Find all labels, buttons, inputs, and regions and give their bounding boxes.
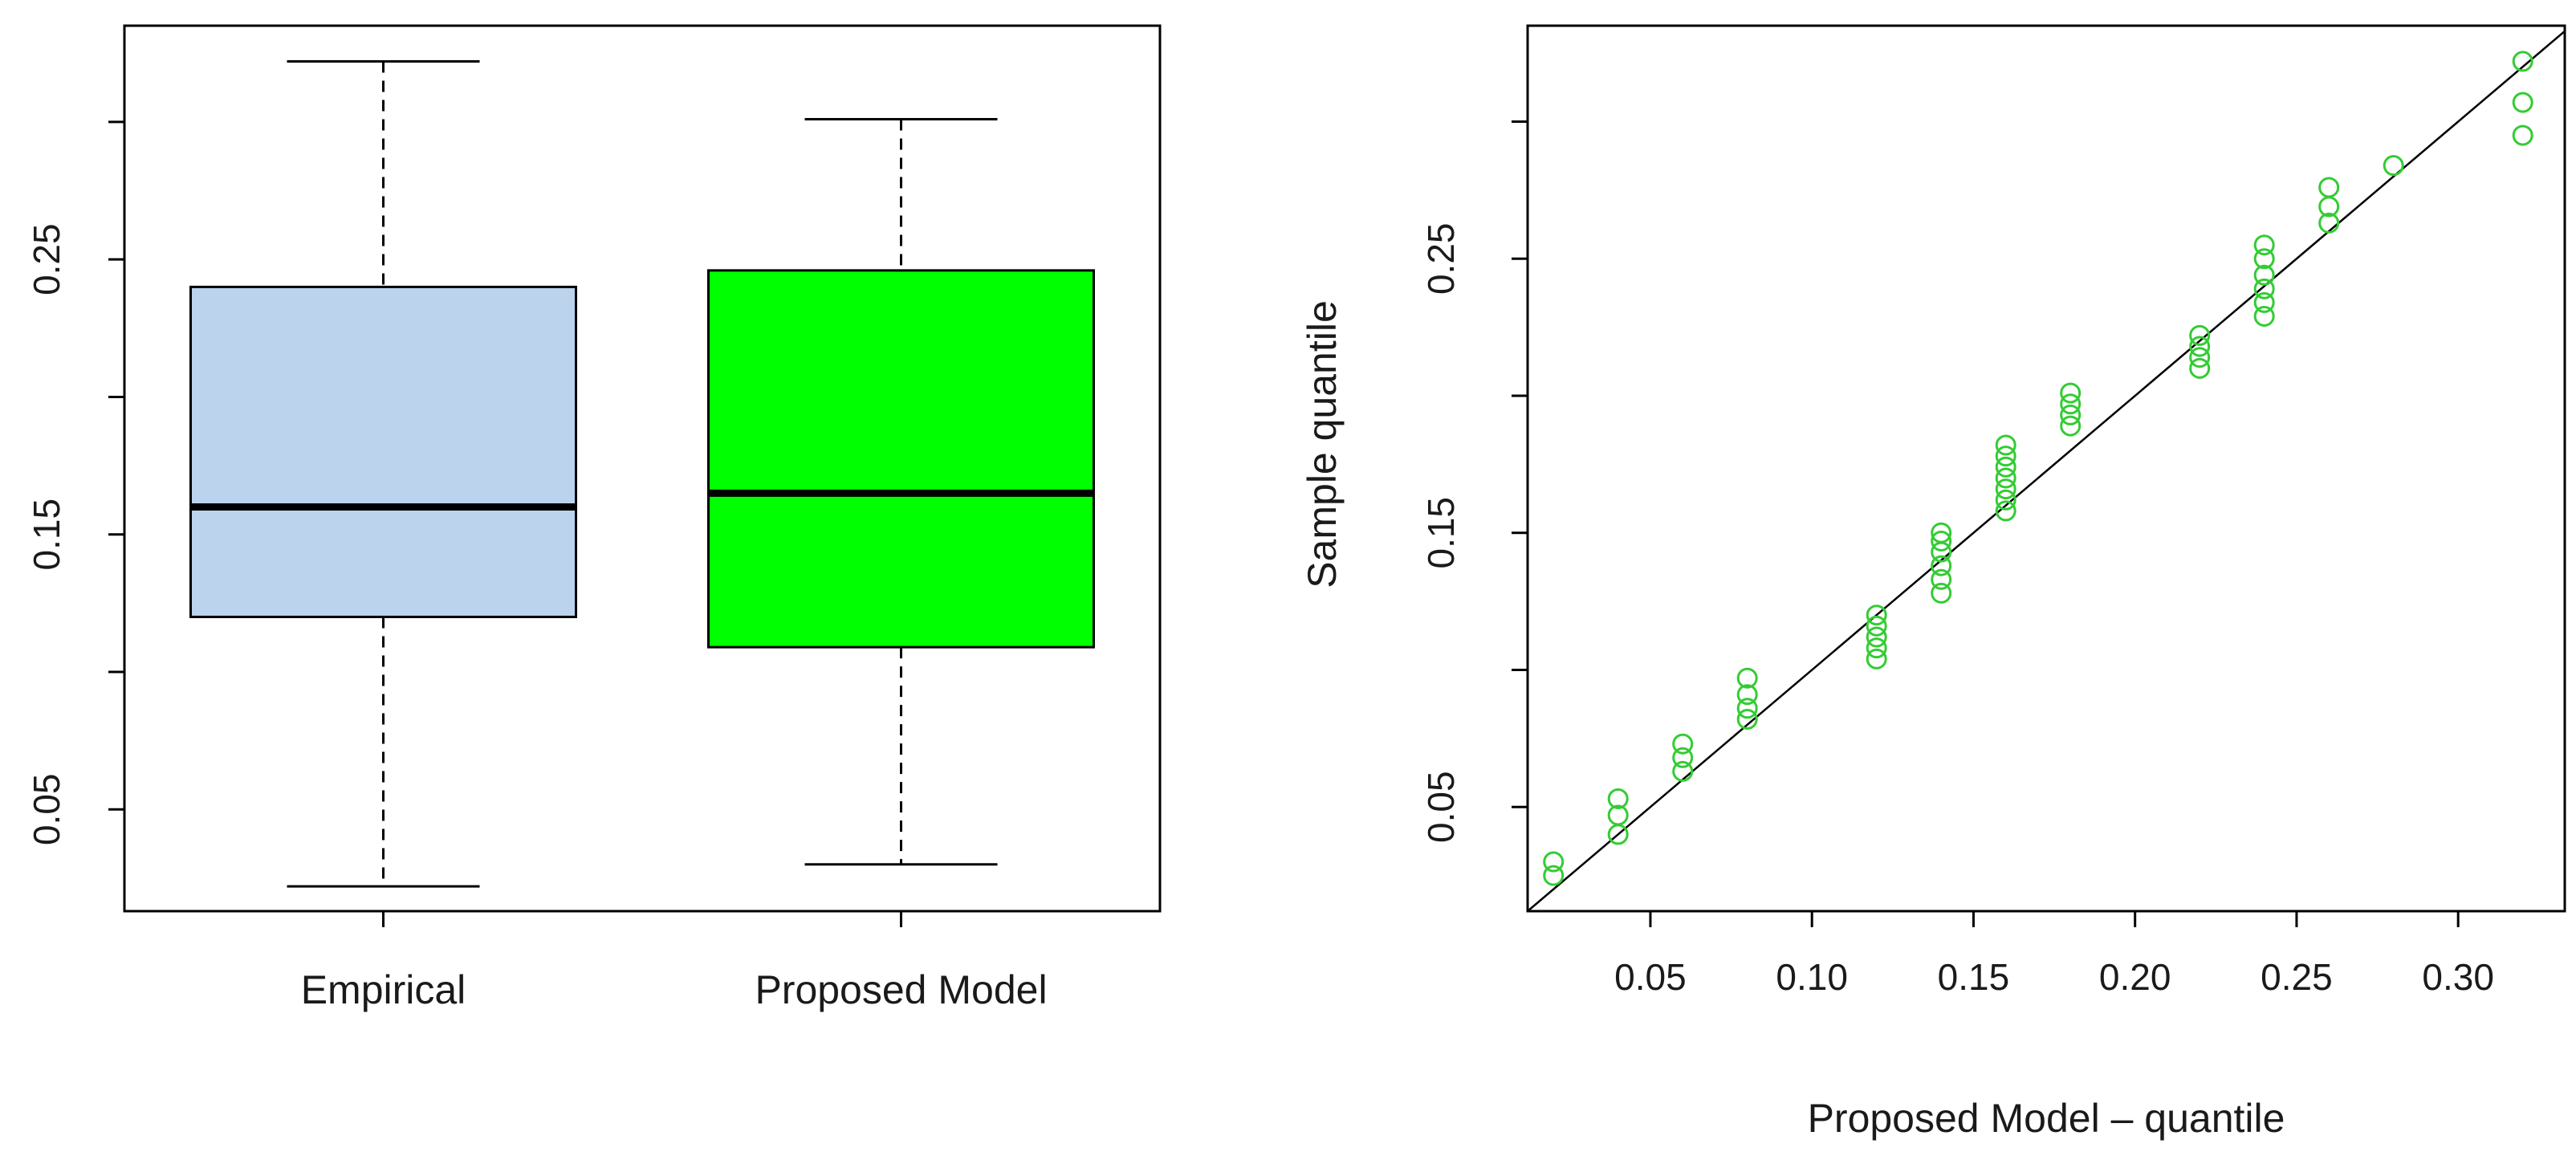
category-label: Proposed Model xyxy=(755,967,1047,1012)
box-proposed-model xyxy=(707,269,1095,649)
boxplot-whiskers xyxy=(287,60,998,888)
qq-point xyxy=(2189,357,2211,379)
qq-point xyxy=(2189,324,2211,346)
boxplot-plot-frame xyxy=(123,24,1162,913)
qq-reference-line xyxy=(1528,30,2565,911)
qq-point xyxy=(1995,446,2016,467)
qq-point xyxy=(1672,760,1694,782)
qq-point xyxy=(1543,851,1565,873)
x-tick-label: 0.25 xyxy=(2261,956,2333,998)
qq-point xyxy=(2253,305,2275,327)
qq-point xyxy=(2318,212,2340,234)
qq-point xyxy=(1543,865,1565,886)
qq-point xyxy=(2060,415,2082,437)
y-tick-label: 0.25 xyxy=(26,223,67,295)
qq-point xyxy=(1995,456,2016,478)
qq-point xyxy=(1866,626,1887,648)
boxplot-x-axis: Empirical Proposed Model xyxy=(301,911,1048,1012)
y-tick-label: 0.15 xyxy=(26,499,67,571)
qq-point xyxy=(2512,51,2533,72)
qq-point xyxy=(2318,177,2340,198)
qq-point xyxy=(2253,278,2275,299)
qq-point xyxy=(1736,684,1758,706)
qq-point xyxy=(1736,667,1758,689)
qq-plot-frame xyxy=(1526,24,2566,913)
qq-point xyxy=(1995,489,2016,511)
qq-point xyxy=(1995,478,2016,500)
qq-point xyxy=(1931,555,1952,576)
qq-point xyxy=(2060,393,2082,415)
y-tick-label: 0.15 xyxy=(1420,497,1462,569)
qq-x-axis: 0.05 0.10 0.15 0.20 0.25 0.30 xyxy=(1614,911,2494,998)
qq-point xyxy=(2060,382,2082,404)
boxplot-panel: 0.05 0.15 0.25 Empirical Proposed Model xyxy=(26,24,1162,1012)
qq-point xyxy=(2253,264,2275,286)
qq-point xyxy=(2189,347,2211,368)
qq-point xyxy=(2512,92,2533,113)
qq-point xyxy=(1736,698,1758,719)
qq-point xyxy=(1995,434,2016,456)
qq-point xyxy=(2383,155,2404,177)
qq-point xyxy=(1866,637,1887,659)
qq-point xyxy=(1672,747,1694,768)
qq-plot-panel: 0.05 0.15 0.25 0.05 0.10 0.15 0.20 0.25 0.30 Pr… xyxy=(1300,24,2566,1141)
qq-point xyxy=(2253,248,2275,270)
qq-point xyxy=(2253,291,2275,313)
qq-point xyxy=(1931,522,1952,543)
qq-point xyxy=(1866,604,1887,626)
qq-point xyxy=(1866,648,1887,670)
qq-point xyxy=(1931,568,1952,590)
box-empirical xyxy=(189,285,577,618)
qq-point xyxy=(1995,500,2016,522)
qq-point xyxy=(1995,467,2016,489)
qq-reference-line-group xyxy=(1528,30,2565,911)
qq-y-axis: 0.05 0.15 0.25 xyxy=(1420,120,1528,843)
qq-point xyxy=(1931,530,1952,552)
qq-point xyxy=(1866,615,1887,637)
y-tick-label: 0.05 xyxy=(26,773,67,845)
qq-point xyxy=(1607,788,1629,809)
qq-point xyxy=(1672,733,1694,755)
y-axis-title: Sample quantile xyxy=(1300,300,1345,588)
qq-point xyxy=(1931,582,1952,604)
qq-point xyxy=(2060,404,2082,425)
y-tick-label: 0.25 xyxy=(1420,222,1462,295)
qq-point xyxy=(2512,124,2533,146)
category-label: Empirical xyxy=(301,967,466,1012)
x-tick-label: 0.30 xyxy=(2422,956,2494,998)
boxplot-y-axis: 0.05 0.15 0.25 xyxy=(26,120,124,845)
y-tick-label: 0.05 xyxy=(1420,771,1462,843)
x-tick-label: 0.20 xyxy=(2099,956,2171,998)
qq-point xyxy=(1607,804,1629,826)
x-tick-label: 0.15 xyxy=(1938,956,2010,998)
qq-point xyxy=(1736,708,1758,730)
x-tick-label: 0.05 xyxy=(1614,956,1687,998)
qq-point xyxy=(2253,234,2275,256)
qq-point xyxy=(2189,336,2211,357)
x-tick-label: 0.10 xyxy=(1776,956,1848,998)
qq-points xyxy=(1543,51,2533,886)
x-axis-title: Proposed Model – quantile xyxy=(1808,1096,2285,1141)
boxplot-boxes xyxy=(189,269,1095,649)
